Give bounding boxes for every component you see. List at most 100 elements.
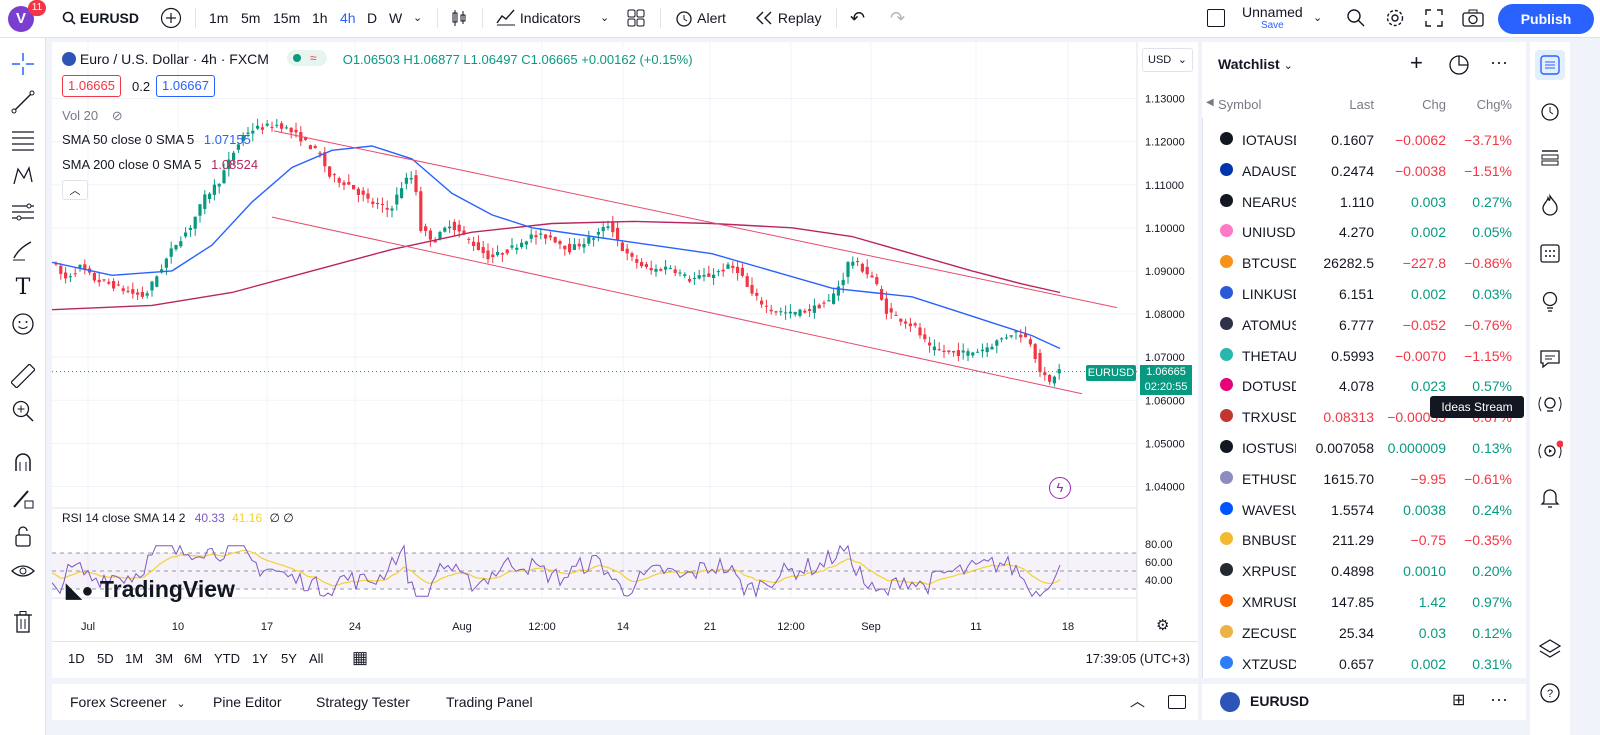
interval-4h[interactable]: 4h <box>340 10 356 26</box>
collapse-legend-button[interactable]: ︿ <box>62 180 88 200</box>
interval-d[interactable]: D <box>367 10 378 26</box>
sma200-legend[interactable]: SMA 200 close 0 SMA 5 1.08524 <box>62 157 258 172</box>
axis-settings-button[interactable]: ⚙ <box>1156 616 1169 634</box>
watchlist-row[interactable]: DOTUSD 4.078 0.023 0.57% <box>1202 371 1526 402</box>
prediction-tool[interactable] <box>9 198 37 226</box>
quick-search-button[interactable] <box>1346 0 1366 36</box>
interval-5m[interactable]: 5m <box>241 10 261 26</box>
indicators-button[interactable]: Indicators <box>496 0 581 36</box>
add-symbol-button[interactable]: + <box>1410 50 1423 76</box>
range-1m[interactable]: 1M <box>125 651 144 666</box>
sell-price-button[interactable]: 1.06665 <box>62 75 121 97</box>
stay-drawing-tool[interactable] <box>9 484 37 512</box>
watchlist-row[interactable]: NEARUSD 1.110 0.003 0.27% <box>1202 187 1526 218</box>
publish-button[interactable]: Publish <box>1498 4 1594 34</box>
redo-button[interactable]: ↷ <box>890 0 905 36</box>
range-3m[interactable]: 3M <box>155 651 174 666</box>
watchlist-row[interactable]: XTZUSDT 0.657 0.002 0.31% <box>1202 649 1526 678</box>
range-1d[interactable]: 1D <box>68 651 85 666</box>
tab-pine-editor[interactable]: Pine Editor <box>213 694 282 710</box>
watchlist-row[interactable]: BTCUSDT 26282.5 −227.8 −0.86% <box>1202 248 1526 279</box>
indicators-dropdown-icon[interactable]: ⌄ <box>600 12 610 24</box>
ideas-stream-toggle[interactable] <box>1535 390 1565 420</box>
ideas-toggle[interactable] <box>1535 286 1565 316</box>
alerts-toggle[interactable] <box>1535 96 1565 126</box>
rsi-legend[interactable]: RSI 14 close SMA 14 2 40.33 41.16 ∅ ∅ <box>62 511 294 525</box>
object-tree-toggle[interactable] <box>1535 142 1565 172</box>
trendline-tool[interactable] <box>9 88 37 116</box>
sma50-legend[interactable]: SMA 50 close 0 SMA 5 1.07155 <box>62 132 251 147</box>
range-5y[interactable]: 5Y <box>281 651 297 666</box>
layouts-button[interactable] <box>627 0 645 36</box>
col-chg-pct[interactable]: Chg% <box>1476 97 1512 112</box>
text-tool[interactable]: T <box>9 273 37 301</box>
watchlist-title-button[interactable]: Watchlist ⌄ <box>1218 56 1293 72</box>
remove-drawings-tool[interactable] <box>9 608 37 636</box>
layout-name[interactable]: Unnamed Save <box>1242 4 1303 31</box>
fib-tool[interactable] <box>9 126 37 154</box>
col-chg[interactable]: Chg <box>1422 97 1446 112</box>
eye-crossed-icon[interactable]: ⊘ <box>111 108 123 123</box>
collapse-column-icon[interactable]: ◀ <box>1206 97 1214 108</box>
watchlist-row[interactable]: XRPUSDT 0.4898 0.0010 0.20% <box>1202 556 1526 587</box>
help-button[interactable]: ? <box>1535 678 1565 708</box>
undo-button[interactable]: ↶ <box>850 0 865 36</box>
watchlist-row[interactable]: XMRUSD 147.85 1.42 0.97% <box>1202 587 1526 618</box>
watchlist-row[interactable]: ADAUSD 0.2474 −0.0038 −1.51% <box>1202 156 1526 187</box>
range-1y[interactable]: 1Y <box>252 651 268 666</box>
lightning-icon[interactable]: ϟ <box>1049 477 1071 499</box>
buy-price-button[interactable]: 1.06667 <box>156 75 215 97</box>
watchlist-row[interactable]: WAVESUSD 1.5574 0.0038 0.24% <box>1202 495 1526 526</box>
layout-dropdown-icon[interactable]: ⌄ <box>1313 12 1323 24</box>
watchlist-toggle[interactable] <box>1535 50 1565 80</box>
currency-select[interactable]: USD ⌄ <box>1142 48 1193 72</box>
hotlists-toggle[interactable] <box>1535 190 1565 220</box>
maximize-panel-button[interactable] <box>1168 684 1186 720</box>
more-options-button[interactable]: ··· <box>1490 52 1508 73</box>
snapshot-button[interactable] <box>1462 0 1484 36</box>
icon-tool[interactable] <box>9 310 37 338</box>
brush-tool[interactable] <box>9 236 37 264</box>
watchlist-row[interactable]: ATOMUSD 6.777 −0.052 −0.76% <box>1202 310 1526 341</box>
chats-toggle[interactable] <box>1535 344 1565 374</box>
calendar-toggle[interactable] <box>1535 238 1565 268</box>
calendar-icon[interactable]: ▦ <box>352 648 369 667</box>
watchlist-row[interactable]: IOSTUSD 0.007058 0.000009 0.13% <box>1202 433 1526 464</box>
measure-tool[interactable] <box>9 362 37 390</box>
channel-upper-line[interactable] <box>273 130 1118 309</box>
watchlist-row[interactable]: LINKUSD 6.151 0.002 0.03% <box>1202 279 1526 310</box>
watchlist-row[interactable]: THETAUSD 0.5993 −0.0070 −1.15% <box>1202 341 1526 372</box>
watchlist-row[interactable]: ETHUSD 1615.70 −9.95 −0.61% <box>1202 464 1526 495</box>
watchlist-row[interactable]: IOTAUSD 0.1607 −0.0062 −3.71% <box>1202 125 1526 156</box>
tab-forex-screener[interactable]: Forex Screener ⌄ <box>70 684 186 722</box>
hide-drawings-tool[interactable] <box>9 557 37 585</box>
col-symbol[interactable]: Symbol <box>1218 97 1262 112</box>
magnet-tool[interactable] <box>9 448 37 476</box>
tab-trading-panel[interactable]: Trading Panel <box>446 694 533 710</box>
interval-15m[interactable]: 15m <box>273 10 301 26</box>
streams-toggle[interactable] <box>1535 436 1565 466</box>
crosshair-tool[interactable] <box>9 50 37 78</box>
range-6m[interactable]: 6M <box>184 651 203 666</box>
settings-button[interactable] <box>1385 0 1405 36</box>
layout-grid-icon[interactable]: ⊞ <box>1452 692 1466 709</box>
range-5d[interactable]: 5D <box>97 651 114 666</box>
price-chart[interactable]: 1.13000 1.12000 1.11000 1.10000 1.09000 1.080… <box>52 42 1198 678</box>
zoom-tool[interactable] <box>9 397 37 425</box>
range-ytd[interactable]: YTD <box>214 651 240 666</box>
alert-button[interactable]: Alert <box>674 0 726 36</box>
chart-clock[interactable]: 17:39:05 (UTC+3) <box>1085 651 1190 666</box>
replay-button[interactable]: Replay <box>754 0 821 36</box>
layout-checkbox[interactable] <box>1207 0 1225 36</box>
chart-type-button[interactable] <box>450 0 468 36</box>
range-all[interactable]: All <box>309 651 324 666</box>
lock-drawings-tool[interactable] <box>9 522 37 550</box>
symbol-search-button[interactable]: EURUSD <box>62 0 139 36</box>
more-dots-icon[interactable]: ··· <box>1490 689 1508 709</box>
expand-panel-button[interactable]: ︿ <box>1130 684 1145 720</box>
interval-1h[interactable]: 1h <box>312 10 328 26</box>
col-last[interactable]: Last <box>1349 97 1374 112</box>
layout-save[interactable]: Save <box>1260 20 1284 31</box>
advanced-view-button[interactable] <box>1448 54 1470 79</box>
compare-symbol-button[interactable] <box>160 0 182 36</box>
